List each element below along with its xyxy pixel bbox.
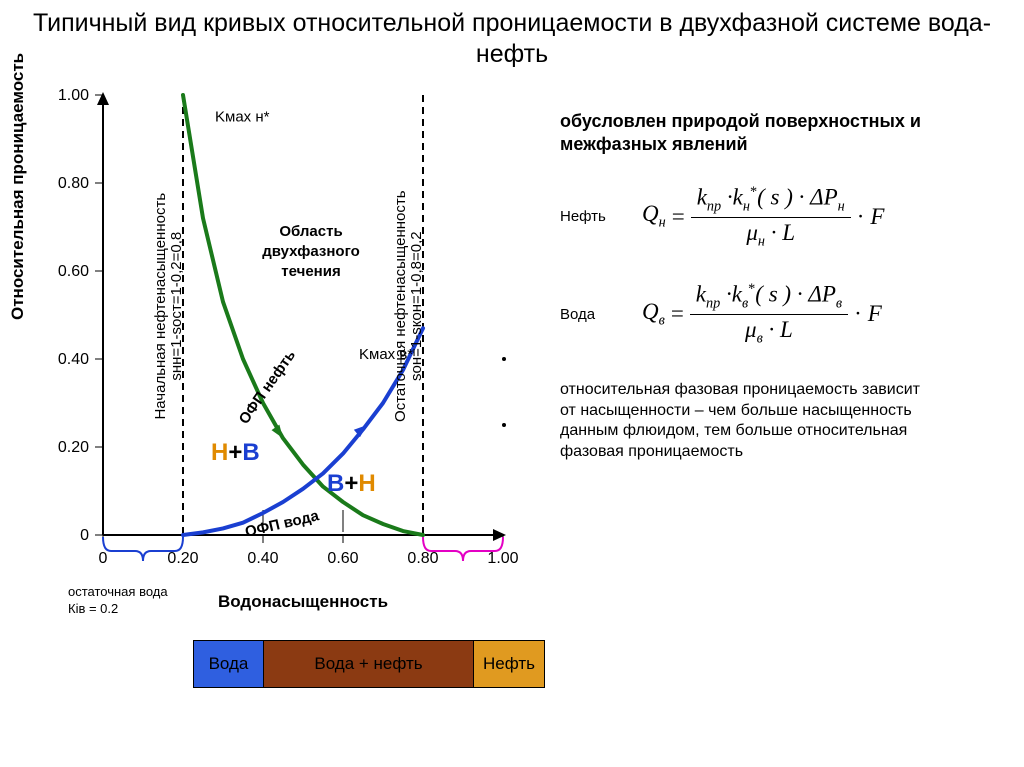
saturation-legend-bar: ВодаВода + нефтьНефть [193, 640, 545, 688]
legend-segment: Вода [194, 641, 264, 687]
svg-text:0.80: 0.80 [58, 175, 89, 192]
svg-text:Начальная нефтенасыщенностьsнн: Начальная нефтенасыщенностьsнн=1-sост=1-… [152, 193, 185, 420]
svg-text:0.80: 0.80 [407, 550, 438, 567]
svg-text:0: 0 [99, 550, 108, 567]
legend-segment: Нефть [474, 641, 544, 687]
svg-text:Н+В: Н+В [211, 439, 260, 466]
svg-text:В+Н: В+Н [327, 470, 376, 497]
svg-text:0.40: 0.40 [247, 550, 278, 567]
svg-text:двухфазного: двухфазного [262, 243, 360, 260]
svg-text:0.20: 0.20 [167, 550, 198, 567]
side-blurb: относительная фазовая проницаемость зави… [560, 380, 920, 463]
formula: Qв = kпр ·kв*( s ) · ΔPв μв · L · F [642, 282, 882, 345]
formula-row: Нефть Qн = kпр ·kн*( s ) · ΔPн μн · L · … [560, 185, 1000, 248]
page-title: Типичный вид кривых относительной прониц… [0, 8, 1024, 71]
svg-text:1.00: 1.00 [58, 87, 89, 104]
chart-area: Относительная проницаемость 00.200.400.6… [48, 80, 548, 620]
side-heading: обусловлен природой поверхностных и межф… [560, 110, 1000, 155]
relperm-chart: 0 0.20 0.40 0.60 0.80 1.00 0 0.20 0.40 0.60 0.80 1.… [48, 80, 548, 580]
svg-text:0.60: 0.60 [58, 263, 89, 280]
formula-label: Вода [560, 306, 620, 323]
side-panel: обусловлен природой поверхностных и межф… [560, 110, 1000, 463]
svg-text:0.20: 0.20 [58, 439, 89, 456]
x-axis-label: Водонасыщенность [218, 592, 388, 612]
y-axis-label: Относительная проницаемость [8, 53, 28, 320]
legend-segment: Вода + нефть [264, 641, 474, 687]
svg-text:Остаточная нефтенасыщенностьsо: Остаточная нефтенасыщенностьsон=1-sкон=1… [392, 190, 425, 422]
svg-text:Kмах н*: Kмах н* [215, 108, 270, 125]
svg-text:0.60: 0.60 [327, 550, 358, 567]
svg-text:0: 0 [80, 527, 89, 544]
formula-row: Вода Qв = kпр ·kв*( s ) · ΔPв μв · L · F [560, 282, 1000, 345]
footnote-residual-water: остаточная вода Ків = 0.2 [68, 584, 168, 618]
svg-text:течения: течения [281, 263, 340, 280]
formula: Qн = kпр ·kн*( s ) · ΔPн μн · L · F [642, 185, 884, 248]
formula-label: Нефть [560, 208, 620, 225]
svg-text:0.40: 0.40 [58, 351, 89, 368]
formula-block: Нефть Qн = kпр ·kн*( s ) · ΔPн μн · L · … [560, 185, 1000, 346]
svg-text:1.00: 1.00 [487, 550, 518, 567]
svg-text:Область: Область [279, 223, 342, 240]
